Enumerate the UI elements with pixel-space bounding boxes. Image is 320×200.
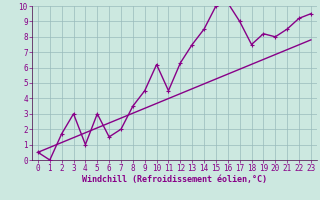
X-axis label: Windchill (Refroidissement éolien,°C): Windchill (Refroidissement éolien,°C) [82,175,267,184]
